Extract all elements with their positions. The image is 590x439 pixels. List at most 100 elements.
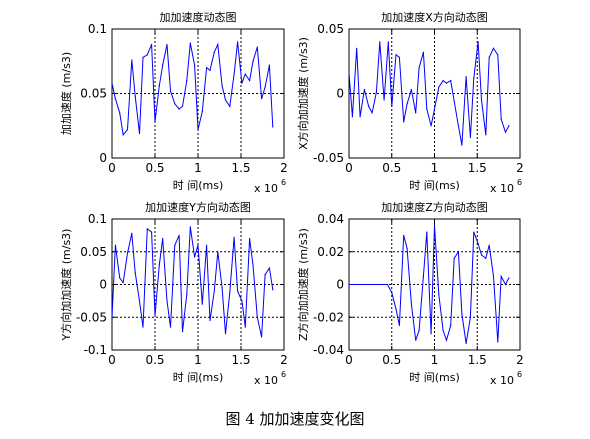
data-point (351, 116, 354, 118)
data-point (398, 324, 401, 327)
data-point (261, 336, 263, 338)
y-tick-label: 0.04 (317, 212, 344, 226)
data-point (186, 293, 188, 295)
data-point (387, 41, 389, 43)
y-tick-label: 0.1 (88, 212, 107, 226)
data-point (426, 231, 428, 233)
data-point (488, 244, 490, 246)
x-tick-label: 2 (280, 353, 288, 367)
data-point (477, 242, 479, 245)
x-axis-label: 时 间(ms) (173, 179, 224, 192)
y-tick-label: -0.05 (313, 151, 344, 165)
data-point (410, 89, 413, 91)
data-point (236, 290, 239, 292)
data-point (229, 291, 231, 293)
data-point (186, 80, 188, 82)
data-point (178, 234, 180, 236)
y-tick-label: -0.04 (313, 343, 344, 357)
x-tick-label: 0.5 (382, 161, 401, 175)
data-point (122, 134, 124, 136)
x-tick-label: 1 (194, 161, 202, 175)
data-point (256, 316, 258, 318)
data-point (457, 251, 460, 253)
y-tick-label: -0.02 (313, 310, 344, 324)
data-point (213, 51, 215, 53)
data-point (162, 64, 164, 66)
data-point (418, 67, 420, 69)
chart-title: 加加速度动态图 (160, 10, 237, 24)
data-point (114, 244, 117, 246)
x-axis-multiplier-exponent: 6 (517, 370, 522, 379)
data-point (406, 247, 408, 250)
data-point (158, 264, 160, 266)
data-point (126, 129, 129, 131)
data-point (395, 54, 397, 56)
data-point (268, 64, 270, 66)
data-point (375, 91, 377, 93)
data-point (477, 41, 479, 43)
y-tick-label: 0.05 (80, 245, 107, 259)
data-point (114, 98, 117, 100)
data-point (189, 42, 191, 44)
data-point (178, 108, 180, 110)
data-point (480, 99, 483, 101)
data-point (150, 231, 153, 233)
y-tick-label: 0 (336, 87, 344, 101)
data-point (391, 105, 393, 107)
x-axis-multiplier: x 10 (490, 182, 514, 195)
y-axis-label: X方向加加速度 (m/s3) (296, 37, 310, 150)
data-point (213, 290, 215, 292)
data-point (473, 231, 475, 233)
chart-title: 加加速度Y方向动态图 (145, 200, 251, 214)
data-point (193, 256, 196, 258)
data-point (453, 257, 455, 259)
data-point (433, 224, 436, 227)
data-point (201, 110, 203, 113)
data-point (229, 105, 231, 107)
data-point (111, 316, 113, 318)
data-point (465, 342, 467, 345)
data-point (249, 80, 251, 82)
data-point (131, 232, 133, 235)
x-axis-multiplier-exponent: 6 (517, 178, 522, 187)
x-axis-multiplier: x 10 (490, 374, 514, 387)
x-tick-label: 0.5 (145, 161, 164, 175)
data-point (126, 252, 129, 254)
data-point (445, 82, 448, 84)
data-point (368, 105, 370, 107)
data-point (119, 112, 121, 114)
y-tick-label: 0 (99, 151, 107, 165)
data-point (488, 56, 490, 58)
series-line (111, 226, 274, 338)
data-point (142, 56, 144, 58)
data-point (395, 308, 397, 310)
data-point (469, 316, 472, 318)
data-point (422, 275, 424, 277)
data-point (461, 313, 463, 315)
data-point (169, 326, 172, 328)
data-point (469, 136, 472, 138)
x-tick-label: 1.5 (468, 161, 487, 175)
x-tick-label: 1.5 (231, 161, 250, 175)
data-point (162, 238, 164, 240)
x-tick-label: 0 (108, 161, 116, 175)
x-tick-label: 1 (431, 353, 439, 367)
x-tick-label: 1.5 (468, 353, 487, 367)
y-axis-label: Z方向加加速度 (m/s3) (296, 228, 310, 341)
data-point (386, 283, 389, 286)
data-point (422, 51, 424, 53)
data-point (134, 95, 136, 97)
data-point (217, 251, 219, 253)
data-point (146, 54, 148, 56)
data-point (197, 129, 199, 131)
x-axis-multiplier: x 10 (254, 182, 278, 195)
x-tick-label: 2 (516, 353, 524, 367)
data-point (158, 85, 160, 87)
data-point (438, 86, 440, 88)
data-point (508, 277, 510, 279)
data-point (181, 105, 184, 107)
data-point (433, 108, 436, 110)
data-point (442, 80, 444, 82)
data-point (398, 56, 401, 58)
